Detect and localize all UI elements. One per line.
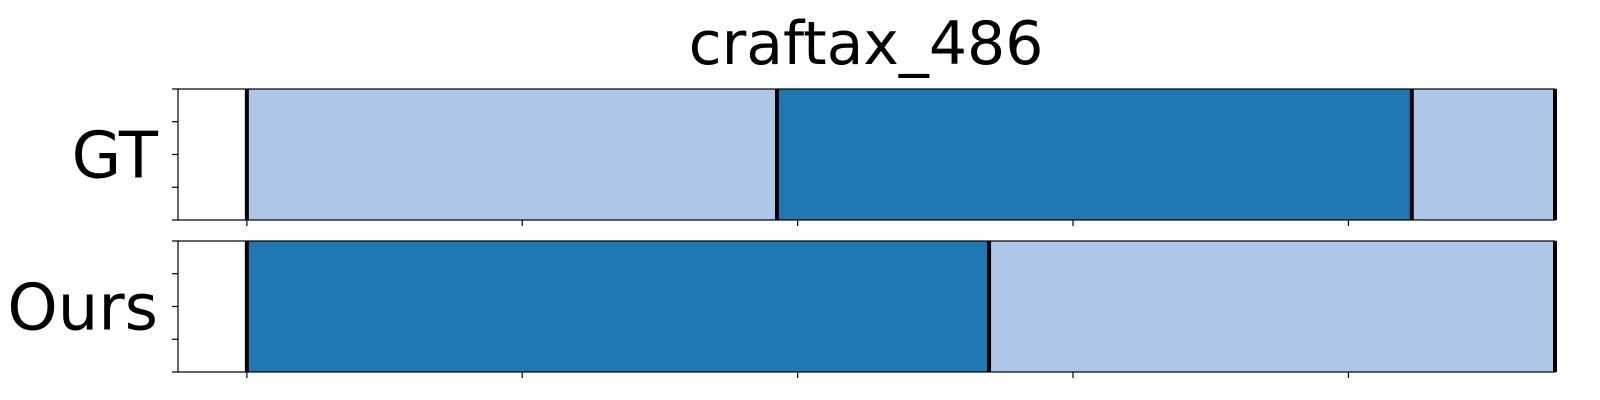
- segment-gt-2: [1411, 89, 1555, 220]
- segment-ours-0: [246, 241, 990, 372]
- chart-rows: GT Ours: [7, 88, 1557, 378]
- row-label-ours: Ours: [7, 272, 158, 346]
- chart-title: craftax_486: [689, 9, 1044, 79]
- segment-gt-1: [776, 89, 1412, 220]
- row-gt: GT: [72, 88, 1557, 226]
- segment-gt-0: [246, 89, 777, 220]
- row-ours: Ours: [7, 240, 1557, 378]
- row-label-gt: GT: [72, 120, 159, 194]
- segment-ours-1: [989, 241, 1555, 372]
